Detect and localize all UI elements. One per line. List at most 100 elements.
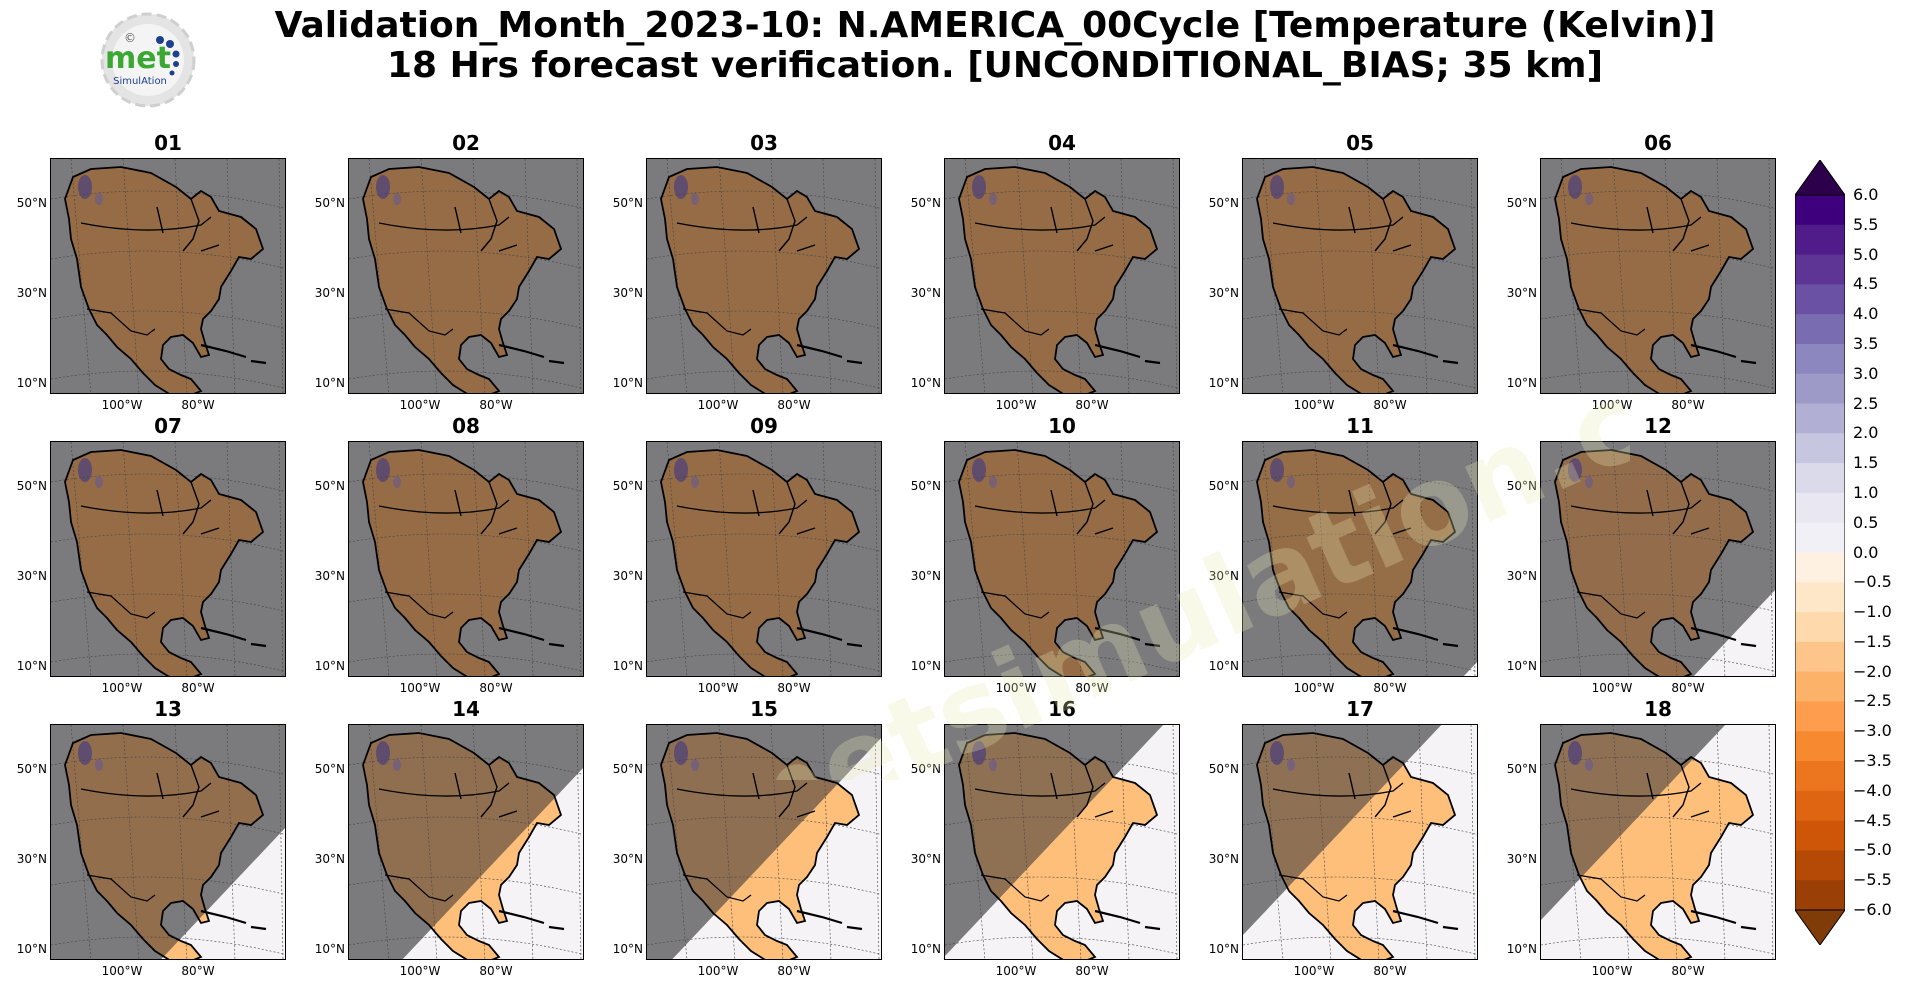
- panel-title-08: 08: [452, 414, 480, 438]
- lat-label: 30°N: [1208, 569, 1239, 583]
- colorbar-segment: [1795, 641, 1845, 673]
- lon-label: 80°W: [479, 398, 513, 412]
- lat-label: 30°N: [910, 286, 941, 300]
- lat-label: 50°N: [16, 762, 47, 776]
- lat-label: 30°N: [612, 569, 643, 583]
- colorbar-tick-label: −4.5: [1853, 810, 1892, 830]
- lon-label: 100°W: [1591, 398, 1633, 412]
- lon-label: 80°W: [1671, 681, 1705, 695]
- logo-text-met: met: [105, 41, 171, 76]
- lon-label: 80°W: [181, 681, 215, 695]
- lon-label: 80°W: [1373, 398, 1407, 412]
- colorbar-tick-label: −2.0: [1853, 661, 1892, 681]
- lon-label: 80°W: [181, 964, 215, 978]
- lon-label: 100°W: [1591, 681, 1633, 695]
- title-line-1: Validation_Month_2023-10: N.AMERICA_00Cy…: [274, 5, 1716, 46]
- panel-title-14: 14: [452, 697, 480, 721]
- panel-map-07: [50, 441, 286, 677]
- lon-label: 80°W: [1075, 398, 1109, 412]
- colorbar-segment: [1795, 790, 1845, 822]
- lat-label: 10°N: [1208, 942, 1239, 956]
- lon-label: 80°W: [1373, 964, 1407, 978]
- panel-map-08: [348, 441, 584, 677]
- colorbar-tick-label: 0.0: [1853, 542, 1879, 562]
- panel-map-13: [50, 724, 286, 960]
- lat-label: 50°N: [910, 479, 941, 493]
- colorbar-tick-label: 3.5: [1853, 333, 1879, 353]
- lon-label: 80°W: [1671, 398, 1705, 412]
- lat-label: 30°N: [16, 569, 47, 583]
- colorbar-tick-label: −4.0: [1853, 780, 1892, 800]
- lat-label: 50°N: [314, 196, 345, 210]
- panel-map-16: [944, 724, 1180, 960]
- panel-title-12: 12: [1644, 414, 1672, 438]
- lon-label: 100°W: [995, 398, 1037, 412]
- lat-label: 10°N: [16, 659, 47, 673]
- colorbar-segment: [1795, 522, 1845, 553]
- lon-label: 80°W: [777, 681, 811, 695]
- lat-label: 10°N: [16, 942, 47, 956]
- colorbar-tick-label: 4.5: [1853, 274, 1879, 294]
- colorbar-extend-top: [1795, 160, 1845, 196]
- colorbar-segment: [1795, 433, 1845, 464]
- colorbar-tick-label: −1.0: [1853, 602, 1892, 622]
- colorbar-tick-label: 6.0: [1853, 185, 1879, 204]
- colorbar-segment: [1795, 284, 1845, 315]
- colorbar-extend-bottom: [1795, 909, 1845, 945]
- lon-label: 100°W: [399, 681, 441, 695]
- lon-label: 80°W: [1075, 681, 1109, 695]
- lon-label: 100°W: [697, 681, 739, 695]
- colorbar-segment: [1795, 701, 1845, 732]
- lon-label: 100°W: [995, 964, 1037, 978]
- logo-text-simulation: SimulAtion: [113, 76, 167, 87]
- panel-map-18: [1540, 724, 1776, 960]
- lon-label: 80°W: [181, 398, 215, 412]
- panel-map-03: [646, 158, 882, 394]
- colorbar-tick-label: 5.0: [1853, 244, 1879, 264]
- panel-map-04: [944, 158, 1180, 394]
- colorbar-segment: [1795, 552, 1845, 583]
- panel-title-03: 03: [750, 131, 778, 155]
- panel-map-09: [646, 441, 882, 677]
- panel-title-05: 05: [1346, 131, 1374, 155]
- lon-label: 80°W: [777, 398, 811, 412]
- colorbar-tick-label: −3.5: [1853, 751, 1892, 771]
- panel-map-06: [1540, 158, 1776, 394]
- panel-title-11: 11: [1346, 414, 1374, 438]
- lon-label: 100°W: [1293, 398, 1335, 412]
- lat-label: 10°N: [1506, 376, 1537, 390]
- colorbar-tick-label: 2.0: [1853, 423, 1879, 443]
- panel-map-11: [1242, 441, 1478, 677]
- colorbar-tick-label: −5.5: [1853, 870, 1892, 890]
- colorbar-tick-label: 0.5: [1853, 512, 1879, 532]
- panel-map-05: [1242, 158, 1478, 394]
- met-simulation-logo: met SimulAtion ©: [100, 12, 196, 108]
- lat-label: 50°N: [16, 479, 47, 493]
- lon-label: 100°W: [697, 964, 739, 978]
- lat-label: 10°N: [1208, 376, 1239, 390]
- lat-label: 10°N: [612, 659, 643, 673]
- lat-label: 30°N: [1208, 852, 1239, 866]
- panel-title-07: 07: [154, 414, 182, 438]
- panel-title-18: 18: [1644, 697, 1672, 721]
- lon-label: 100°W: [399, 964, 441, 978]
- colorbar-segment: [1795, 761, 1845, 792]
- lat-label: 30°N: [314, 286, 345, 300]
- colorbar-segment: [1795, 403, 1845, 434]
- colorbar-segment: [1795, 314, 1845, 345]
- panel-title-01: 01: [154, 131, 182, 155]
- lon-label: 80°W: [1671, 964, 1705, 978]
- lat-label: 50°N: [910, 762, 941, 776]
- lon-label: 80°W: [479, 681, 513, 695]
- lat-label: 30°N: [314, 569, 345, 583]
- lat-label: 10°N: [612, 942, 643, 956]
- lat-label: 30°N: [910, 852, 941, 866]
- colorbar-tick-label: −2.5: [1853, 691, 1892, 711]
- lon-label: 80°W: [1373, 681, 1407, 695]
- panel-map-12: [1540, 441, 1776, 677]
- logo-copyright: ©: [124, 31, 136, 45]
- colorbar-segment: [1795, 463, 1845, 494]
- lat-label: 50°N: [1208, 196, 1239, 210]
- panel-map-01: [50, 158, 286, 394]
- lat-label: 50°N: [1506, 196, 1537, 210]
